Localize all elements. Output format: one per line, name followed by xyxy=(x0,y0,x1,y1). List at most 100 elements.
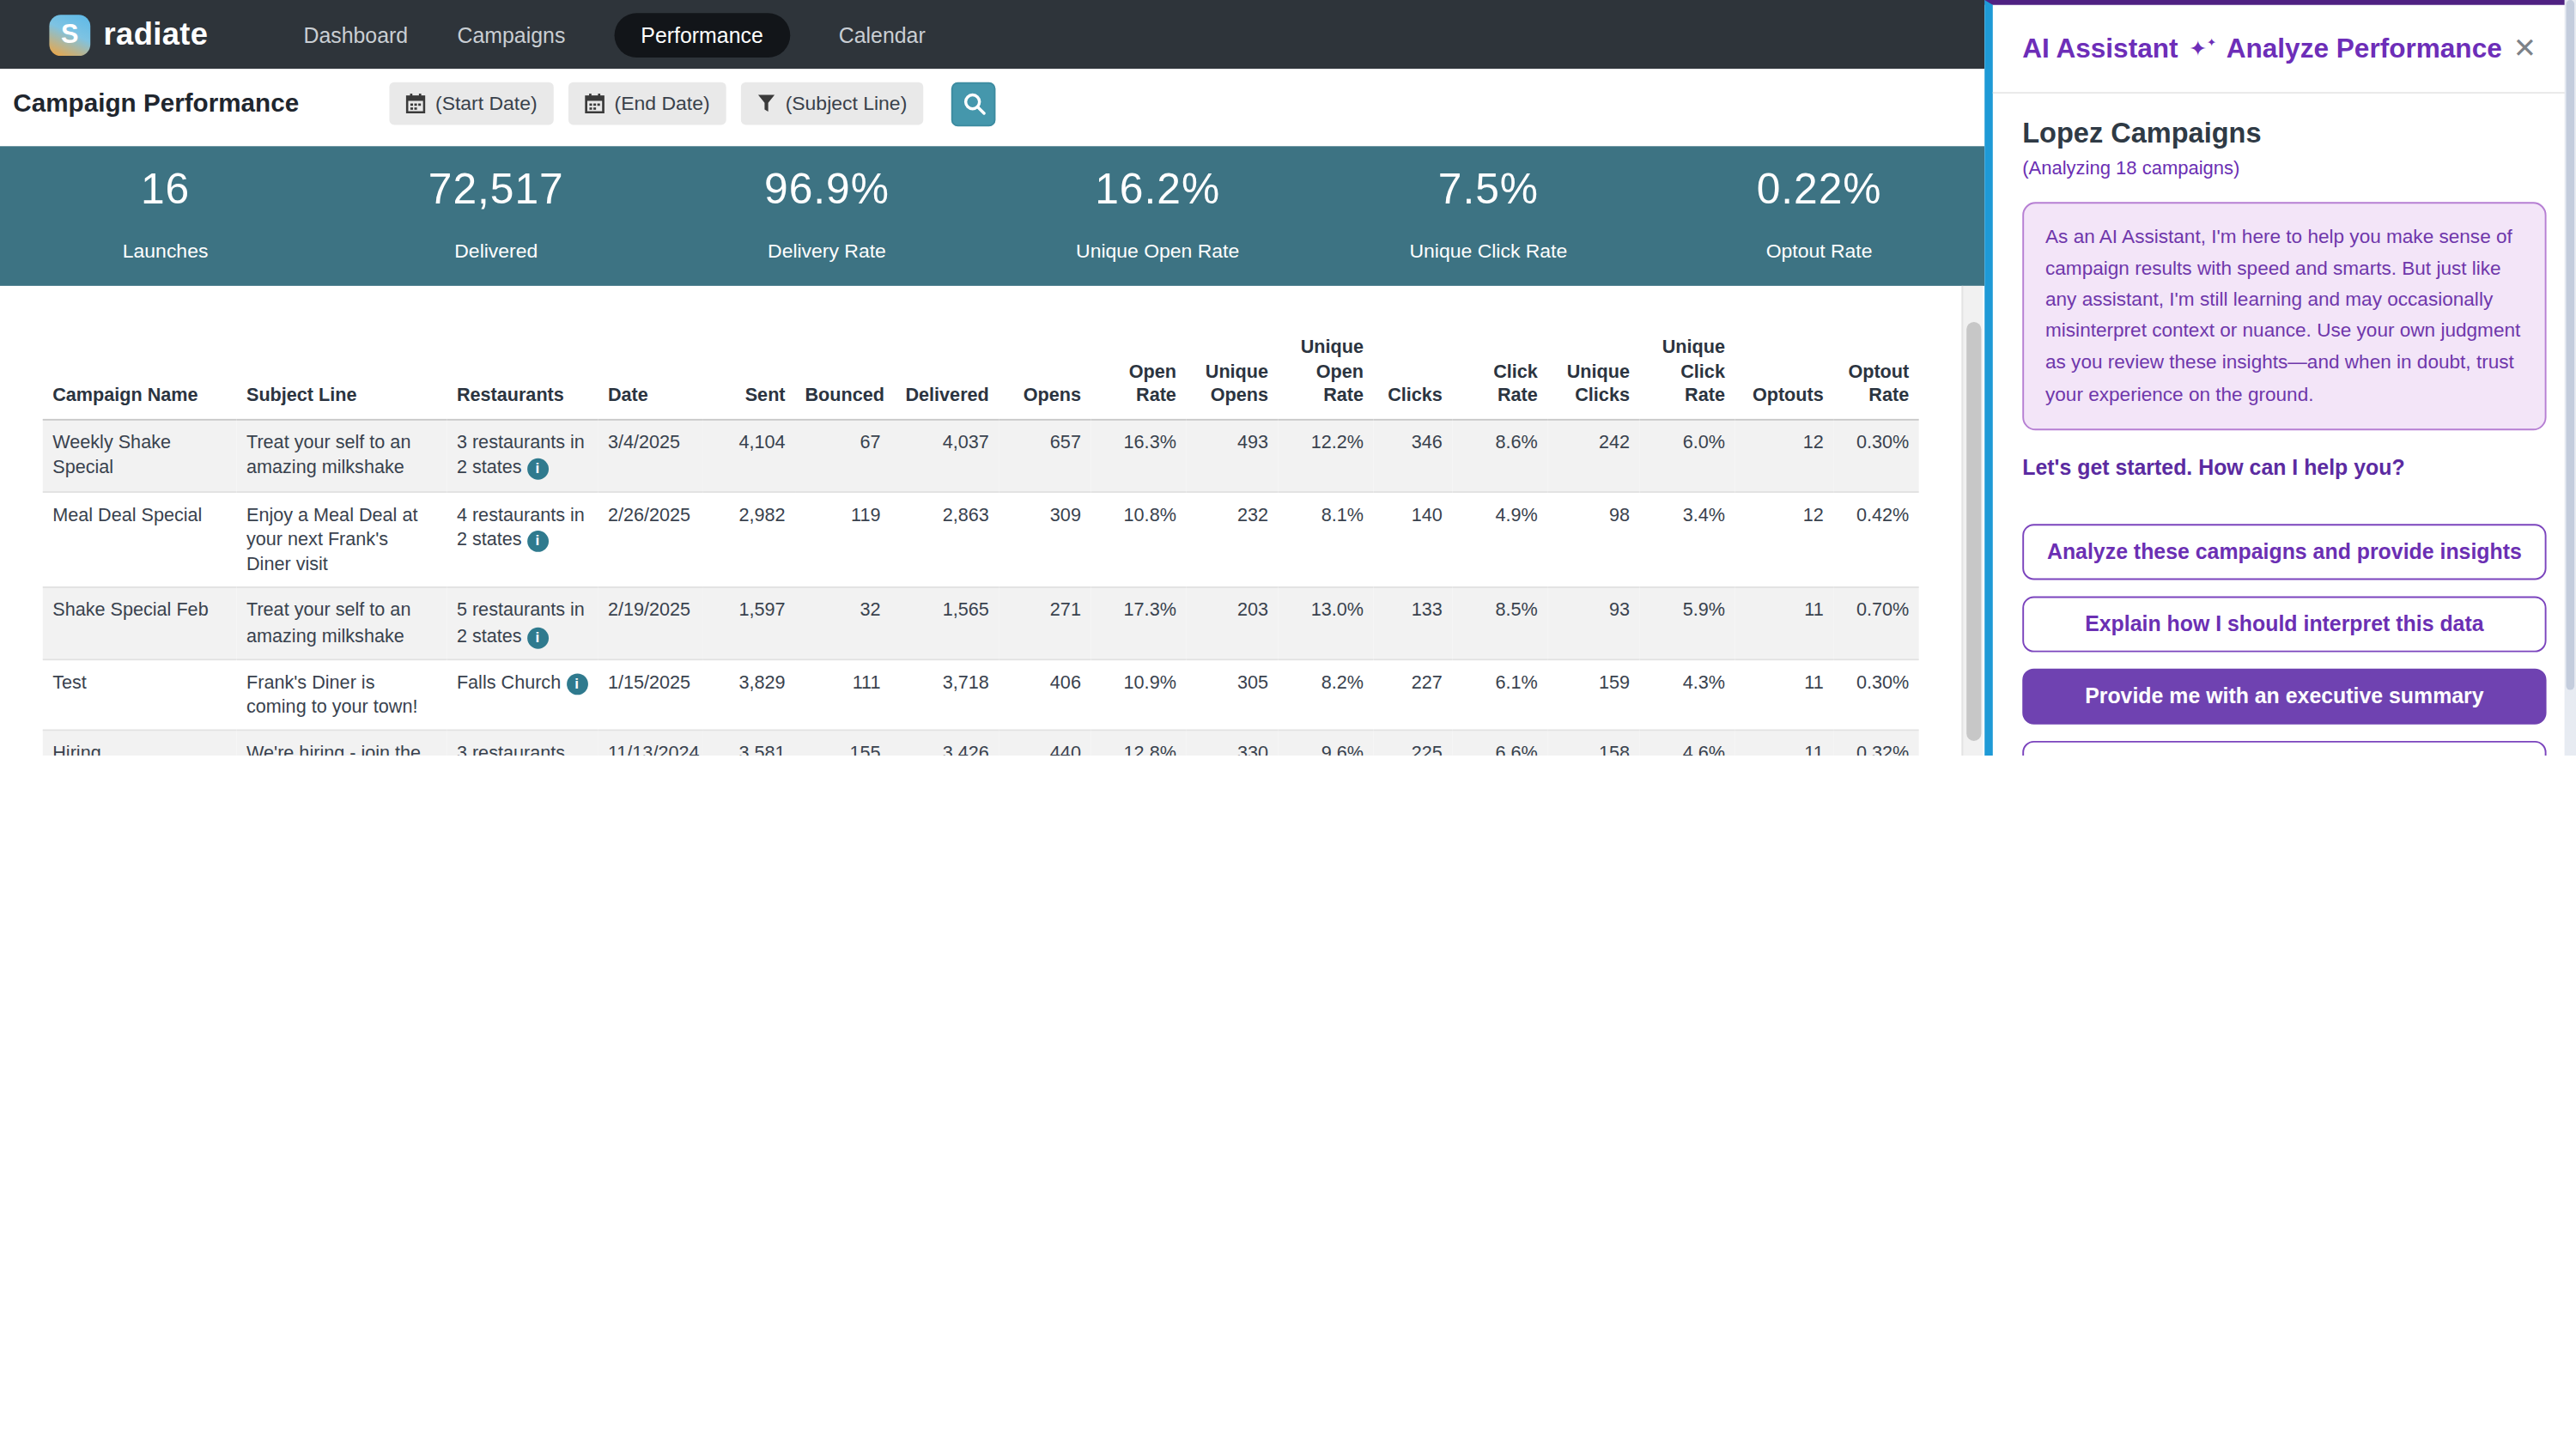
table-row[interactable]: Weekly Shake Special Treat your self to … xyxy=(43,420,1919,491)
col-sent[interactable]: Sent xyxy=(703,302,795,420)
nav-item-dashboard[interactable]: Dashboard xyxy=(303,22,408,47)
stat-label: Optout Rate xyxy=(1654,240,1984,263)
info-icon[interactable]: i xyxy=(566,673,587,695)
suggestion-best-campaigns[interactable]: Tell me the best performing campaigns xyxy=(2022,740,2546,756)
cell-click-rate: 8.5% xyxy=(1452,588,1547,659)
suggestion-buttons: Analyze these campaigns and provide insi… xyxy=(2022,524,2546,756)
cell-sent: 1,597 xyxy=(703,588,795,659)
stat-launches: 16 Launches xyxy=(0,146,331,286)
cell-sent: 4,104 xyxy=(703,420,795,491)
brand[interactable]: S radiate xyxy=(49,14,208,55)
campaign-group-title: Lopez Campaigns xyxy=(2022,118,2546,151)
cell-subject-line: Enjoy a Meal Deal at your next Frank's D… xyxy=(237,491,447,587)
suggestion-explain-data[interactable]: Explain how I should interpret this data xyxy=(2022,596,2546,652)
cell-unique-opens: 203 xyxy=(1186,588,1278,659)
table-scrollbar[interactable] xyxy=(1961,286,1983,756)
page-scrollbar[interactable] xyxy=(2565,0,2576,756)
cell-delivered: 3,718 xyxy=(890,659,999,731)
start-date-filter-button[interactable]: (Start Date) xyxy=(389,82,553,125)
stat-value: 96.9% xyxy=(661,164,992,215)
cell-optouts: 12 xyxy=(1735,420,1833,491)
table-row[interactable]: Test Frank's Diner is coming to your tow… xyxy=(43,659,1919,731)
cell-unique-click-rate: 4.3% xyxy=(1639,659,1735,731)
nav-item-performance[interactable]: Performance xyxy=(615,12,790,57)
cell-date: 2/26/2025 xyxy=(598,491,702,587)
ai-disclaimer: As an AI Assistant, I'm here to help you… xyxy=(2022,202,2546,429)
cell-unique-click-rate: 5.9% xyxy=(1639,588,1735,659)
cell-restaurants: 3 restaurants in 2 states i xyxy=(447,420,598,491)
cell-sent: 3,581 xyxy=(703,731,795,756)
col-campaign-name[interactable]: Campaign Name xyxy=(43,302,237,420)
table-scrollbar-thumb[interactable] xyxy=(1966,322,1981,741)
col-open-rate[interactable]: Open Rate xyxy=(1091,302,1186,420)
table-row[interactable]: Hiring Announcement We're hiring - join … xyxy=(43,731,1919,756)
search-button[interactable] xyxy=(951,82,996,126)
subject-line-filter-button[interactable]: (Subject Line) xyxy=(741,82,923,125)
page-scrollbar-thumb[interactable] xyxy=(2567,0,2575,690)
cell-optout-rate: 0.30% xyxy=(1833,420,1918,491)
col-unique-clicks[interactable]: Unique Clicks xyxy=(1547,302,1639,420)
end-date-filter-label: (End Date) xyxy=(615,92,710,115)
cell-unique-open-rate: 13.0% xyxy=(1279,588,1374,659)
cell-unique-opens: 330 xyxy=(1186,731,1278,756)
cell-opens: 406 xyxy=(999,659,1091,731)
cell-unique-clicks: 158 xyxy=(1547,731,1639,756)
col-delivered[interactable]: Delivered xyxy=(890,302,999,420)
table-row[interactable]: Meal Deal Special Enjoy a Meal Deal at y… xyxy=(43,491,1919,587)
cell-opens: 309 xyxy=(999,491,1091,587)
cell-click-rate: 8.6% xyxy=(1452,420,1547,491)
cell-optouts: 12 xyxy=(1735,491,1833,587)
analyzing-note: (Analyzing 18 campaigns) xyxy=(2022,158,2546,178)
cell-date: 2/19/2025 xyxy=(598,588,702,659)
col-subject-line[interactable]: Subject Line xyxy=(237,302,447,420)
cell-optouts: 11 xyxy=(1735,731,1833,756)
info-icon[interactable]: i xyxy=(527,627,549,648)
cell-delivered: 1,565 xyxy=(890,588,999,659)
col-optout-rate[interactable]: Optout Rate xyxy=(1833,302,1918,420)
col-unique-click-rate[interactable]: Unique Click Rate xyxy=(1639,302,1735,420)
cell-unique-opens: 305 xyxy=(1186,659,1278,731)
cell-subject-line: Treat your self to an amazing milkshake xyxy=(237,588,447,659)
suggestion-executive-summary[interactable]: Provide me with an executive summary xyxy=(2022,668,2546,724)
col-clicks[interactable]: Clicks xyxy=(1373,302,1452,420)
end-date-filter-button[interactable]: (End Date) xyxy=(568,82,726,125)
col-unique-opens[interactable]: Unique Opens xyxy=(1186,302,1278,420)
start-date-filter-label: (Start Date) xyxy=(435,92,538,115)
campaign-table-body: Weekly Shake Special Treat your self to … xyxy=(43,420,1919,756)
cell-clicks: 140 xyxy=(1373,491,1452,587)
info-icon[interactable]: i xyxy=(527,531,549,552)
calendar-icon xyxy=(585,94,605,113)
col-unique-open-rate[interactable]: Unique Open Rate xyxy=(1279,302,1374,420)
table-header-row: Campaign Name Subject Line Restaurants D… xyxy=(43,302,1919,420)
cell-unique-opens: 493 xyxy=(1186,420,1278,491)
cell-unique-clicks: 159 xyxy=(1547,659,1639,731)
cell-unique-opens: 232 xyxy=(1186,491,1278,587)
table-row[interactable]: Shake Special Feb Treat your self to an … xyxy=(43,588,1919,659)
restaurants-text: Falls Church xyxy=(457,671,561,691)
cell-date: 3/4/2025 xyxy=(598,420,702,491)
stat-unique-click-rate: 7.5% Unique Click Rate xyxy=(1323,146,1654,286)
col-click-rate[interactable]: Click Rate xyxy=(1452,302,1547,420)
cell-restaurants: 3 restaurants i xyxy=(447,731,598,756)
campaign-table: Campaign Name Subject Line Restaurants D… xyxy=(43,302,1919,756)
ai-panel-header: AI Assistant ✦ Analyze Performance ✕ xyxy=(1993,5,2576,94)
cell-unique-open-rate: 12.2% xyxy=(1279,420,1374,491)
cell-unique-click-rate: 4.6% xyxy=(1639,731,1735,756)
close-icon[interactable]: ✕ xyxy=(2503,33,2546,64)
nav-item-campaigns[interactable]: Campaigns xyxy=(458,22,566,47)
sparkle-icon: ✦ xyxy=(2185,36,2220,61)
cell-bounced: 67 xyxy=(795,420,890,491)
col-opens[interactable]: Opens xyxy=(999,302,1091,420)
cell-opens: 657 xyxy=(999,420,1091,491)
info-icon[interactable]: i xyxy=(527,458,549,480)
get-started-prompt: Let's get started. How can I help you? xyxy=(2022,454,2546,479)
col-date[interactable]: Date xyxy=(598,302,702,420)
stat-label: Launches xyxy=(0,240,331,263)
suggestion-analyze-insights[interactable]: Analyze these campaigns and provide insi… xyxy=(2022,524,2546,580)
nav-item-calendar[interactable]: Calendar xyxy=(839,22,926,47)
col-bounced[interactable]: Bounced xyxy=(795,302,890,420)
cell-open-rate: 10.9% xyxy=(1091,659,1186,731)
col-optouts[interactable]: Optouts xyxy=(1735,302,1833,420)
campaign-table-container: Campaign Name Subject Line Restaurants D… xyxy=(0,286,1984,756)
col-restaurants[interactable]: Restaurants xyxy=(447,302,598,420)
